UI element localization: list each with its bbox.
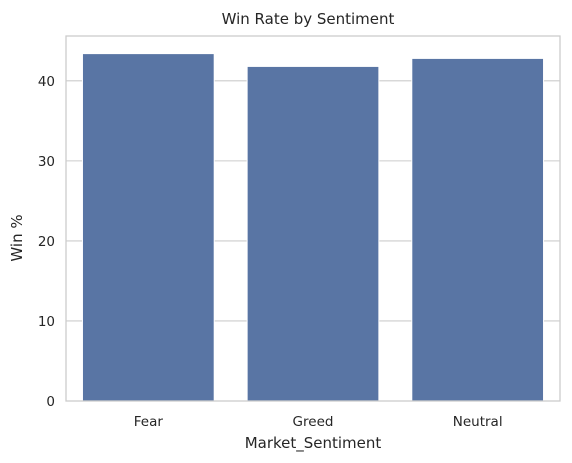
y-tick-label: 20: [38, 234, 55, 250]
x-axis-label: Market_Sentiment: [245, 434, 382, 453]
x-axis-ticks: Fear Greed Neutral: [134, 414, 503, 430]
bar-greed: [246, 65, 380, 402]
plot-frame: [65, 35, 561, 402]
bars: [81, 53, 545, 402]
y-tick-label: 0: [46, 394, 55, 410]
bar-fear: [81, 53, 215, 402]
bar-neutral: [411, 57, 545, 402]
chart-title: Win Rate by Sentiment: [222, 10, 395, 28]
y-tick-label: 10: [38, 314, 55, 330]
y-tick-label: 30: [38, 154, 55, 170]
x-tick-label: Neutral: [453, 414, 503, 430]
axes-frame: [65, 35, 561, 402]
y-axis-ticks: 0 10 20 30 40: [38, 74, 55, 410]
y-tick-label: 40: [38, 74, 55, 90]
x-tick-label: Greed: [293, 414, 334, 430]
x-tick-label: Fear: [134, 414, 164, 430]
y-axis-label: Win %: [8, 214, 26, 261]
